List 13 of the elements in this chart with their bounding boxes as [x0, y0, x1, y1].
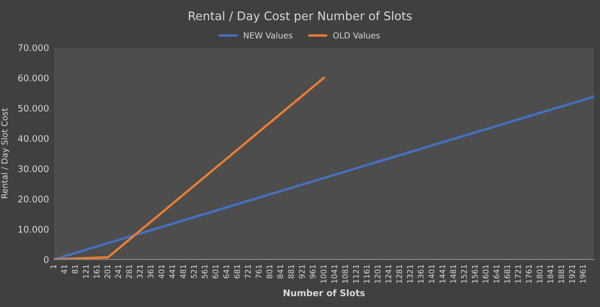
chart-title: Rental / Day Cost per Number of Slots	[188, 11, 412, 23]
y-axis-title: Rental / Day Slot Cost	[1, 108, 10, 198]
y-tick-label: 50.000	[18, 104, 49, 112]
y-tick-label: 60.000	[18, 74, 49, 82]
legend-label: OLD Values	[333, 32, 380, 39]
y-tick-label: 30.000	[18, 165, 49, 172]
x-axis-title: Number of Slots	[284, 289, 365, 296]
y-tick-label: 10.000	[18, 226, 49, 233]
legend-label: NEW Values	[244, 32, 292, 39]
y-tick-label: 0	[44, 256, 49, 263]
y-tick-label: 40.000	[18, 135, 49, 142]
y-tick-label: 20.000	[18, 196, 49, 202]
y-tick-label: 70.000	[18, 44, 49, 52]
